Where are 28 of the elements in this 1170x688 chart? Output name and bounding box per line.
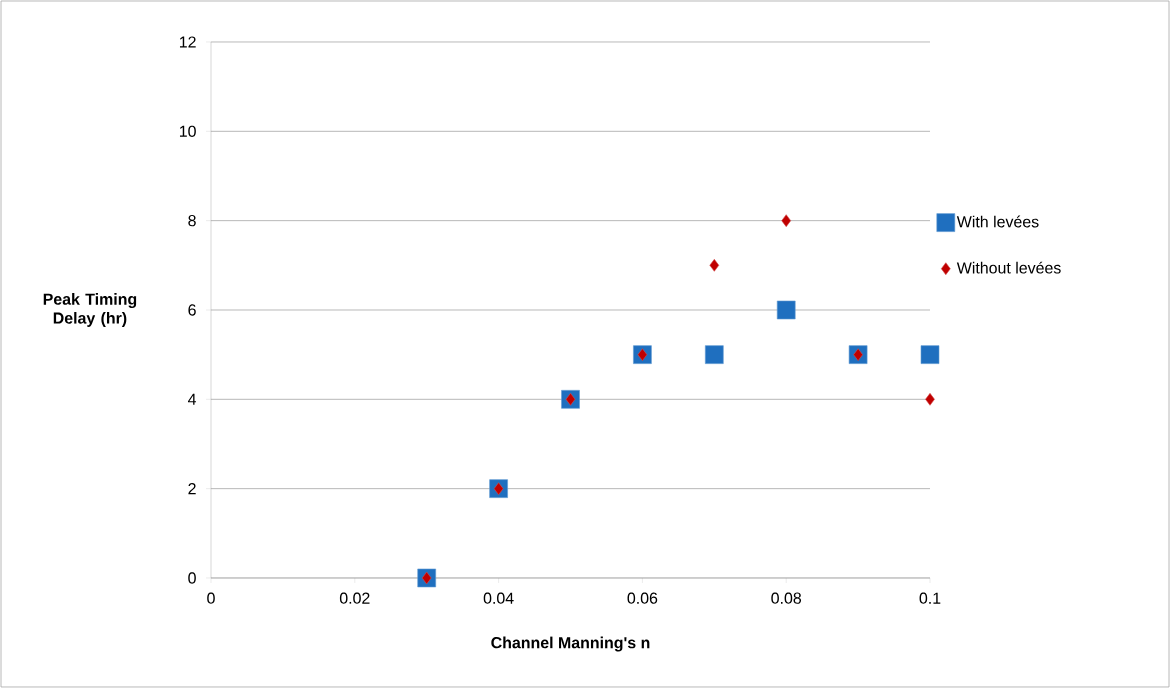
y-tick-label: 10	[179, 125, 196, 137]
y-tick-label: 4	[187, 393, 197, 405]
point	[776, 300, 796, 320]
point	[853, 348, 863, 361]
x-tick-label: 0.04	[483, 592, 514, 604]
point	[709, 259, 720, 272]
y-tick-label: 6	[188, 304, 196, 316]
legend-label: Without levées	[956, 261, 1061, 274]
point	[421, 571, 432, 585]
y-tick-label: 0	[188, 572, 196, 584]
y-tick-label: 8	[188, 215, 196, 227]
point	[781, 214, 792, 227]
point	[920, 345, 940, 364]
point	[565, 393, 576, 406]
legend-label: With levées	[956, 215, 1039, 228]
point	[637, 348, 648, 361]
y-tick-label: 2	[188, 483, 196, 495]
point	[925, 393, 935, 406]
x-tick-label: 0.02	[339, 592, 370, 604]
x-tick-label: 0.06	[627, 592, 658, 604]
x-tick-label: 0.08	[771, 592, 802, 604]
y-axis-title: Peak Timing Delay (hr)	[43, 293, 137, 327]
point	[493, 482, 504, 495]
point	[705, 345, 724, 364]
y-tick-label: 12	[179, 36, 196, 48]
x-tick-label: 0.1	[919, 592, 941, 604]
x-axis-title: Channel Manning's n	[491, 636, 650, 652]
x-tick-label: 0	[207, 592, 215, 604]
